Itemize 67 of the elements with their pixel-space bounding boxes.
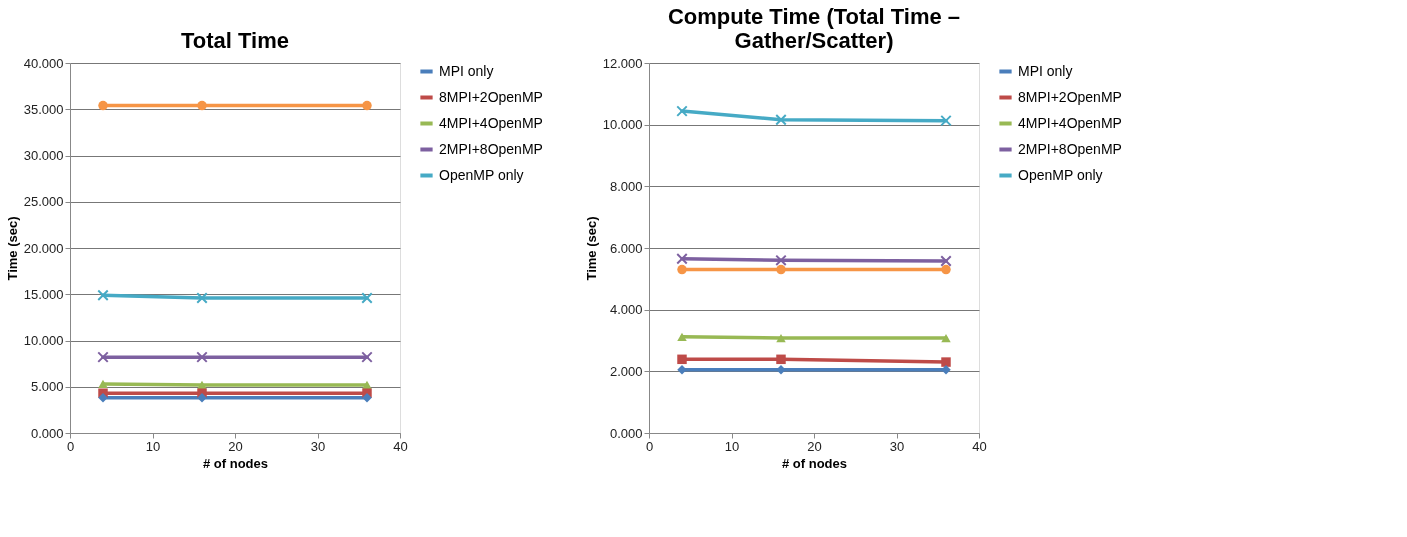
point	[196, 351, 208, 363]
point	[677, 264, 687, 275]
legend-label: 8MPI+2OpenMP	[1018, 88, 1122, 105]
y-tick-label: 15.000	[23, 286, 64, 302]
y-tick-label: 6.000	[609, 240, 643, 256]
point	[941, 264, 951, 275]
y-axis-title: Time (sec)	[583, 216, 599, 281]
x-tick-label: 40	[393, 438, 408, 454]
point	[361, 351, 373, 363]
legend-label: 4MPI+4OpenMP	[1018, 114, 1122, 131]
x-tick-label: 40	[972, 438, 987, 454]
x-tick-label: 30	[889, 438, 905, 454]
x-tick-label: 0	[66, 438, 75, 454]
point	[197, 100, 207, 111]
x-tick-label: 30	[310, 438, 326, 454]
point	[775, 254, 787, 267]
y-tick-label: 8.000	[609, 178, 643, 194]
y-tick-label: 0.000	[30, 425, 64, 441]
y-tick-label: 0.000	[609, 425, 643, 441]
x-axis-title: # of nodes	[781, 455, 848, 471]
y-tick-label: 40.000	[23, 55, 64, 71]
point	[97, 289, 109, 301]
point	[196, 292, 208, 304]
legend-label: 2MPI+8OpenMP	[439, 140, 543, 157]
x-tick-label: 10	[724, 438, 740, 454]
y-tick-label: 4.000	[609, 302, 643, 318]
legend-label: MPI only	[439, 62, 494, 79]
point	[940, 114, 952, 127]
legend-label: MPI only	[1018, 62, 1073, 79]
point	[677, 332, 687, 341]
chart-title: Total Time	[181, 28, 289, 53]
y-tick-label: 35.000	[23, 101, 64, 117]
y-tick-label: 20.000	[23, 240, 64, 256]
x-tick-label: 20	[228, 438, 243, 454]
point	[98, 379, 108, 389]
x-tick-label: 20	[807, 438, 822, 454]
point	[941, 357, 951, 367]
point	[776, 264, 786, 275]
x-tick-label: 0	[645, 438, 654, 454]
x-tick-label: 10	[145, 438, 161, 454]
y-tick-label: 25.000	[23, 194, 64, 210]
point	[362, 100, 372, 111]
legend-label: OpenMP only	[439, 166, 524, 183]
legend-label: 4MPI+4OpenMP	[439, 114, 543, 131]
point	[676, 253, 688, 265]
y-tick-label: 5.000	[30, 379, 64, 395]
point	[775, 113, 787, 126]
legend-label: 2MPI+8OpenMP	[1018, 140, 1122, 157]
legend-label: 8MPI+2OpenMP	[439, 88, 543, 105]
y-tick-label: 12.000	[602, 55, 643, 71]
y-tick-label: 10.000	[23, 333, 64, 348]
y-tick-label: 10.000	[602, 117, 643, 133]
point	[776, 354, 786, 365]
point	[677, 354, 687, 365]
point	[941, 333, 951, 343]
point	[940, 255, 952, 267]
point	[676, 105, 688, 117]
point	[776, 333, 786, 343]
chart-title: Compute Time (Total Time – Gather/Scatter)	[667, 4, 961, 53]
x-axis-title: # of nodes	[202, 455, 269, 471]
point	[361, 292, 373, 304]
legend-label: OpenMP only	[1018, 166, 1103, 183]
point	[98, 100, 108, 111]
point	[97, 351, 109, 363]
y-tick-label: 2.000	[609, 363, 643, 379]
y-axis-title: Time (sec)	[4, 216, 20, 281]
y-tick-label: 30.000	[23, 148, 64, 163]
